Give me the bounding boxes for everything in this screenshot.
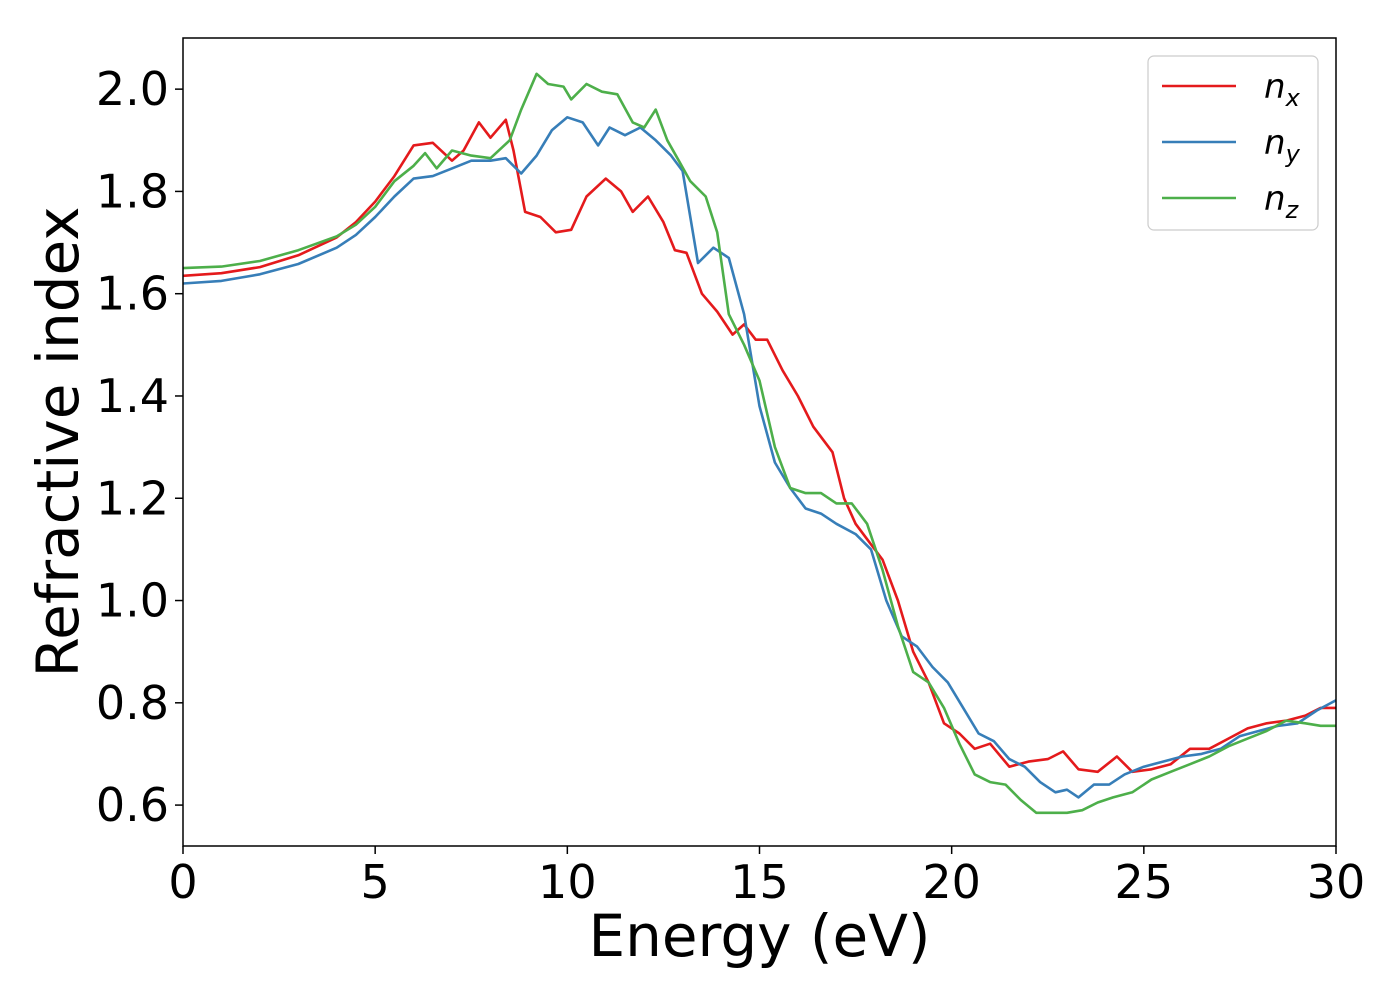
x-axis-title: Energy (eV) bbox=[588, 902, 930, 970]
series-line-y bbox=[183, 116, 1336, 799]
x-tick-label: 5 bbox=[361, 855, 390, 909]
x-axis-ticks: 0 5 10 15 20 25 30 bbox=[168, 846, 1365, 909]
y-tick-label: 1.8 bbox=[96, 164, 169, 218]
x-tick-label: 25 bbox=[1115, 855, 1174, 909]
y-tick-label: 1.2 bbox=[96, 471, 169, 525]
legend: nx ny nz bbox=[1147, 55, 1319, 231]
series-layer bbox=[183, 72, 1336, 815]
y-tick-label: 1.6 bbox=[96, 267, 169, 321]
legend-label-y: ny bbox=[1264, 123, 1301, 168]
y-tick-label: 0.6 bbox=[96, 778, 169, 832]
y-tick-label: 1.4 bbox=[96, 369, 169, 423]
x-tick-label: 30 bbox=[1307, 855, 1366, 909]
legend-label-z: nz bbox=[1264, 179, 1300, 224]
x-tick-label: 0 bbox=[168, 855, 197, 909]
y-tick-label: 1.0 bbox=[96, 574, 169, 628]
series-line-z bbox=[183, 72, 1336, 815]
y-axis-ticks: 0.6 0.8 1.0 1.2 1.4 1.6 1.8 2.0 bbox=[96, 62, 183, 832]
x-tick-label: 20 bbox=[922, 855, 981, 909]
y-tick-label: 2.0 bbox=[96, 62, 169, 116]
y-tick-label: 0.8 bbox=[96, 676, 169, 730]
x-tick-label: 15 bbox=[730, 855, 789, 909]
legend-label-x: nx bbox=[1264, 67, 1301, 112]
x-tick-label: 10 bbox=[538, 855, 597, 909]
y-axis-title: Refractive index bbox=[24, 206, 92, 677]
series-line-x bbox=[183, 118, 1336, 774]
